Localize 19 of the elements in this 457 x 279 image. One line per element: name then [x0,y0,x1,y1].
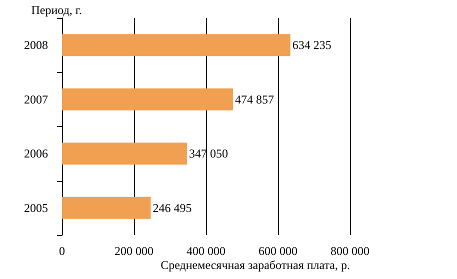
y-tick-label: 2006 [24,146,48,161]
y-tick-label: 2005 [24,200,48,215]
x-tick-label: 400 000 [186,244,226,258]
x-tick-label: 800 000 [330,244,370,258]
data-label: 246 495 [152,200,192,215]
y-tick-label: 2008 [24,38,48,52]
data-label: 634 235 [292,38,332,52]
bar [62,142,187,165]
data-label: 347 050 [188,146,228,161]
x-tick-label: 0 [59,244,65,258]
x-tick-label: 600 000 [258,244,298,258]
x-tick-label: 200 000 [114,244,154,258]
bar [62,34,290,56]
data-label: 474 857 [234,92,274,106]
y-tick-label: 2007 [24,92,48,106]
y-axis-title: Период, г. [31,3,82,17]
x-axis-title: Среднемесячная заработная плата, р. [160,258,350,272]
bar [62,88,233,110]
bar [62,196,151,219]
